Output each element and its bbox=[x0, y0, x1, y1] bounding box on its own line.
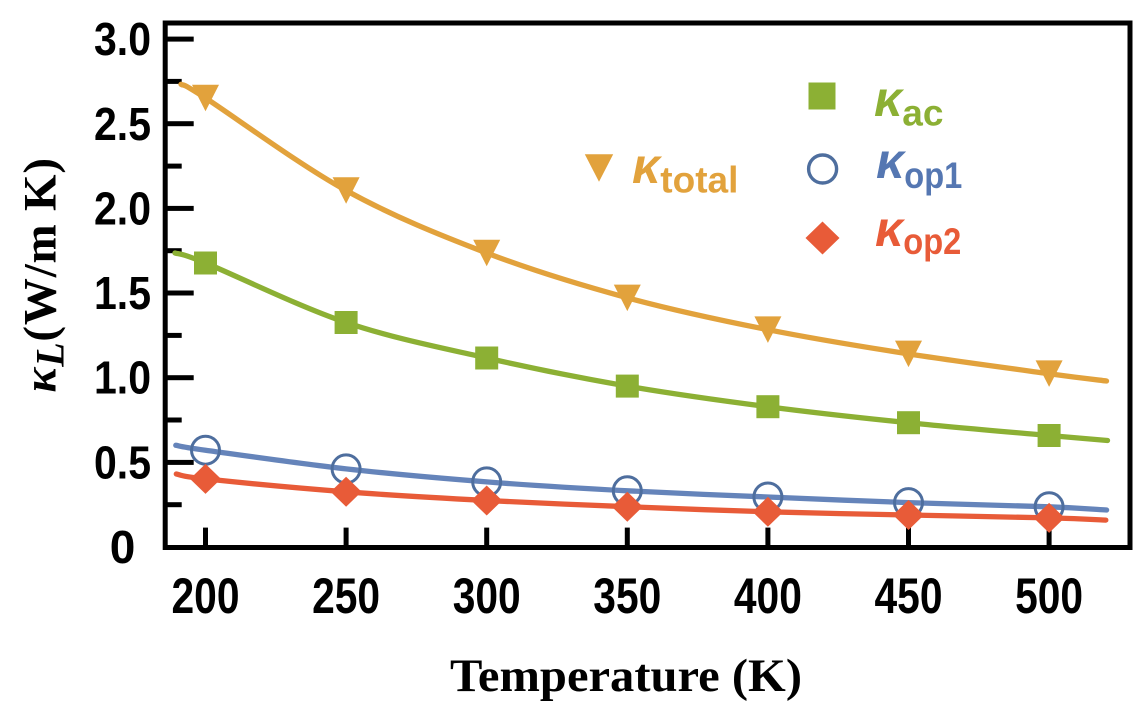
svg-text:1.0: 1.0 bbox=[94, 352, 151, 404]
svg-text:1.5: 1.5 bbox=[94, 267, 151, 319]
svg-text:Temperature (K): Temperature (K) bbox=[450, 650, 802, 702]
svg-text:350: 350 bbox=[593, 568, 661, 624]
svg-text:2.5: 2.5 bbox=[94, 98, 151, 150]
svg-text:2.0: 2.0 bbox=[94, 182, 151, 234]
svg-text:κtotal: κtotal bbox=[632, 138, 738, 201]
svg-text:3.0: 3.0 bbox=[94, 13, 151, 65]
svg-text:450: 450 bbox=[875, 568, 943, 624]
svg-text:κop2: κop2 bbox=[875, 201, 961, 262]
svg-text:0.5: 0.5 bbox=[94, 436, 151, 488]
svg-text:κac: κac bbox=[874, 71, 943, 134]
svg-text:200: 200 bbox=[172, 568, 240, 624]
svg-text:κL(W/m K): κL(W/m K) bbox=[15, 157, 73, 392]
svg-text:0: 0 bbox=[110, 521, 136, 573]
svg-text:250: 250 bbox=[312, 568, 380, 624]
svg-text:κop1: κop1 bbox=[876, 133, 962, 196]
svg-text:300: 300 bbox=[453, 568, 521, 624]
svg-text:400: 400 bbox=[734, 568, 802, 624]
svg-text:500: 500 bbox=[1015, 568, 1083, 624]
